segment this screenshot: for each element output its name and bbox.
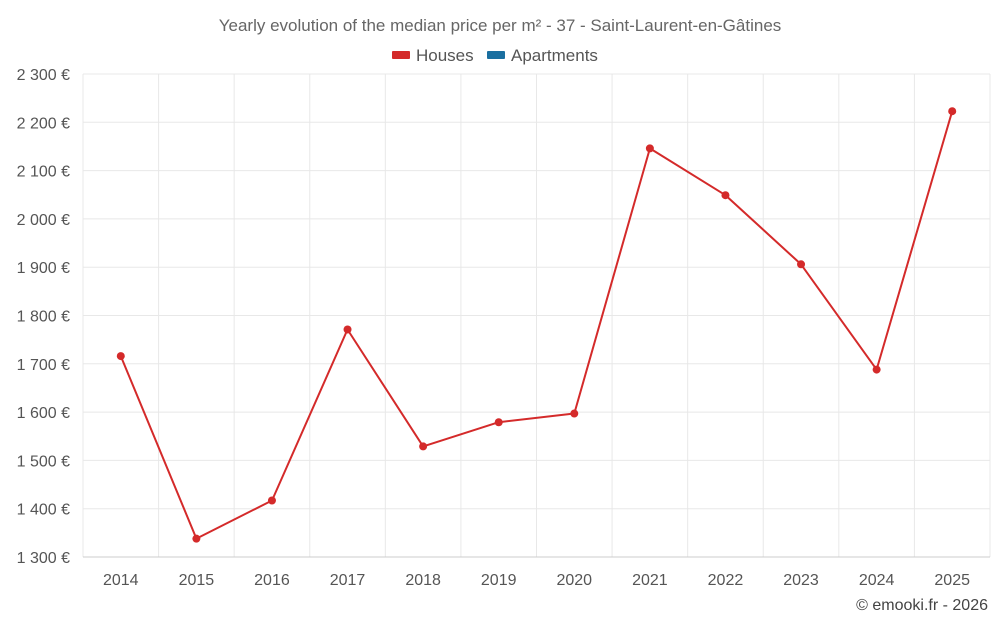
legend-item-houses[interactable]: Houses (392, 46, 474, 65)
y-axis-ticks: 1 300 € 1 400 € 1 500 € 1 600 € 1 700 € 1 800… (17, 67, 70, 567)
x-tick-label: 2019 (481, 572, 517, 589)
series-houses (116, 107, 957, 543)
credit-text: © emooki.fr - 2026 (856, 597, 988, 614)
legend-swatch-apartments (487, 51, 505, 59)
y-tick-label: 1 900 € (17, 260, 70, 277)
data-point-houses-2014[interactable] (116, 352, 125, 361)
data-point-houses-2019[interactable] (494, 418, 503, 427)
y-tick-label: 1 600 € (17, 405, 70, 422)
legend: Houses Apartments (392, 46, 598, 65)
data-point-houses-2020[interactable] (570, 409, 579, 418)
x-tick-label: 2014 (103, 572, 139, 589)
data-point-houses-2016[interactable] (267, 496, 276, 505)
y-tick-label: 2 300 € (17, 67, 70, 84)
legend-item-apartments[interactable]: Apartments (487, 46, 598, 65)
data-point-houses-2022[interactable] (721, 191, 730, 200)
y-tick-label: 1 700 € (17, 357, 70, 374)
x-axis-ticks: 2014 2015 2016 2017 2018 2019 2020 2021 2022 2023… (103, 572, 970, 589)
data-point-houses-2023[interactable] (797, 260, 806, 269)
legend-label-apartments: Apartments (511, 46, 598, 65)
y-tick-label: 2 000 € (17, 212, 70, 229)
data-point-houses-2025[interactable] (948, 107, 957, 116)
x-tick-label: 2016 (254, 572, 290, 589)
legend-label-houses: Houses (416, 46, 474, 65)
grid-lines (82, 73, 991, 557)
x-tick-label: 2021 (632, 572, 668, 589)
series-line-houses (119, 110, 954, 540)
x-tick-label: 2020 (556, 572, 592, 589)
y-tick-label: 2 100 € (17, 164, 70, 181)
data-point-houses-2017[interactable] (343, 325, 352, 334)
x-tick-label: 2015 (179, 572, 215, 589)
x-tick-label: 2025 (934, 572, 970, 589)
x-tick-label: 2024 (859, 572, 895, 589)
chart-title: Yearly evolution of the median price per… (219, 16, 782, 35)
y-tick-label: 1 500 € (17, 453, 70, 470)
x-tick-label: 2022 (708, 572, 744, 589)
data-point-houses-2015[interactable] (192, 534, 201, 543)
y-tick-label: 1 300 € (17, 550, 70, 567)
legend-swatch-houses (392, 51, 410, 59)
y-tick-label: 1 800 € (17, 309, 70, 326)
data-point-houses-2018[interactable] (419, 442, 428, 451)
x-tick-label: 2023 (783, 572, 819, 589)
x-tick-label: 2017 (330, 572, 366, 589)
data-point-houses-2024[interactable] (872, 365, 881, 374)
y-tick-label: 1 400 € (17, 502, 70, 519)
y-tick-label: 2 200 € (17, 115, 70, 132)
data-point-houses-2021[interactable] (645, 144, 654, 153)
x-tick-label: 2018 (405, 572, 441, 589)
